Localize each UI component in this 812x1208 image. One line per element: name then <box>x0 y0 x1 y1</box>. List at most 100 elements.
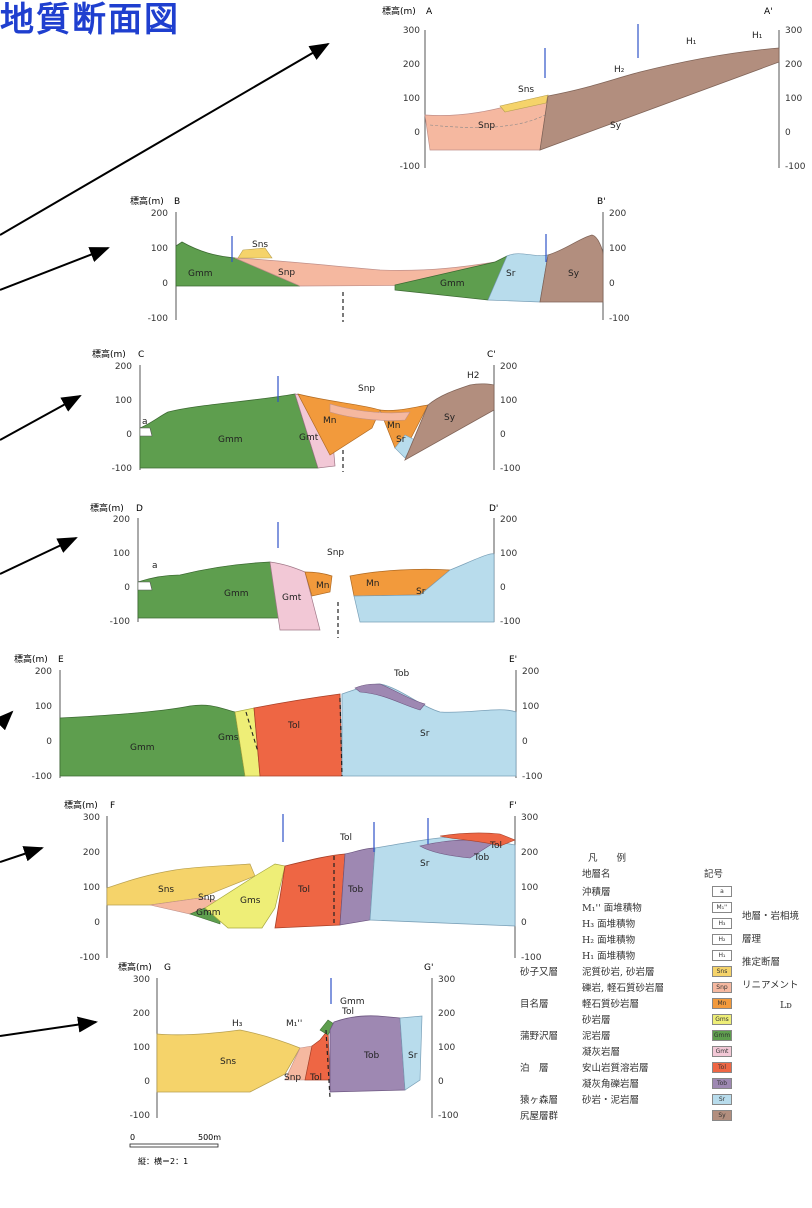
legend-symbol-swatch: Tol <box>712 1062 732 1073</box>
section-e-tick-r: -100 <box>522 772 543 782</box>
legend-row: 礫岩, 軽石質砂岩層 Snp <box>518 980 812 996</box>
unit-label: Snp <box>358 384 375 394</box>
section-f-right-label: F' <box>509 801 517 811</box>
arrow-d <box>0 537 78 575</box>
legend-group: 猿ヶ森層 <box>520 1095 559 1106</box>
section-b-tick-r: -100 <box>609 314 630 324</box>
section-a: 標高(m) A A' 300 200 100 0 -100 300 200 10… <box>382 5 806 172</box>
section-c-tick: 0 <box>126 430 132 440</box>
unit-label: Snp <box>478 121 495 131</box>
section-b-tick-r: 100 <box>609 244 626 254</box>
arrow-a <box>0 42 330 236</box>
section-f-tick: 0 <box>94 918 100 928</box>
unit-label: Sns <box>220 1057 236 1067</box>
section-f-tick-r: 200 <box>521 848 538 858</box>
unit-label: Sns <box>252 240 268 250</box>
legend-symbol-swatch: Sy <box>712 1110 732 1121</box>
section-c: 標高(m) C C' 200 100 0 -100 200 100 0 -100… <box>92 348 521 474</box>
arrow-b <box>0 247 110 291</box>
unit-label: Tol <box>341 1007 354 1017</box>
section-c-tick-r: 0 <box>500 430 506 440</box>
unit-label: Snp <box>327 548 344 558</box>
legend-symbol-swatch: Snp <box>712 982 732 993</box>
section-b-right-label: B' <box>597 197 606 207</box>
legend-symbol-swatch: H₃ <box>712 918 732 929</box>
unit-label: a <box>152 561 158 571</box>
section-d-tick-r: 100 <box>500 549 517 559</box>
legend-unit-name: H₃ 面堆積物 <box>582 919 636 930</box>
location-arrows <box>0 42 330 1037</box>
unit-label: Sr <box>420 729 430 739</box>
section-b-tick: 200 <box>151 209 168 219</box>
legend-title: 凡 例 <box>588 853 627 864</box>
legend-row: H₂ 面堆積物 H₂ <box>518 932 812 948</box>
legend-unit-name: 沖積層 <box>582 887 611 898</box>
scale-ratio: 縦：横＝2：1 <box>138 1156 188 1166</box>
legend-symbol-swatch: a <box>712 886 732 897</box>
legend-row: 目名層 軽石質砂岩層 Mn <box>518 996 812 1012</box>
section-e-left-label: E <box>58 655 64 665</box>
legend-right-item: 推定断層 <box>742 957 781 968</box>
unit-label: Snp <box>278 268 295 278</box>
legend-group: 砂子又層 <box>520 967 559 978</box>
legend-row: 砂岩層 Gms <box>518 1012 812 1028</box>
section-c-tick-r: 100 <box>500 396 517 406</box>
unit-label: Gmm <box>130 743 155 753</box>
section-d: 標高(m) D D' 200 100 0 -100 200 100 0 -100… <box>90 502 521 638</box>
section-g-tick-r: 0 <box>438 1077 444 1087</box>
unit-label: Tol <box>339 833 352 843</box>
section-e-tick: 100 <box>35 702 52 712</box>
section-e: 標高(m) E E' 200 100 0 -100 200 100 0 -100… <box>14 653 543 782</box>
unit-label: Mn <box>316 581 329 591</box>
section-g-tick: 0 <box>144 1077 150 1087</box>
unit-label: H₃ <box>232 1019 243 1029</box>
unit-label: Tob <box>363 1051 379 1061</box>
section-a-left-label: A <box>426 7 433 17</box>
unit-label: Tol <box>489 841 502 851</box>
section-f-tick: 100 <box>83 883 100 893</box>
section-b-tick: 100 <box>151 244 168 254</box>
scale-length: 500m <box>198 1133 221 1142</box>
unit-label: Sr <box>416 587 426 597</box>
unit-label: H₁ <box>686 37 697 47</box>
unit-label: Sns <box>518 85 534 95</box>
legend-symbol-swatch: H₁ <box>712 950 732 961</box>
legend-row: 泊 層 安山岩質溶岩層 Tol <box>518 1060 812 1076</box>
section-d-tick: -100 <box>110 617 131 627</box>
unit-label: Gmm <box>188 269 213 279</box>
section-g-tick: 200 <box>133 1009 150 1019</box>
section-b-ylabel: 標高(m) <box>130 195 164 207</box>
section-a-tick: 300 <box>403 26 420 36</box>
section-f-ylabel: 標高(m) <box>64 799 98 811</box>
section-a-tick-r: -100 <box>785 162 806 172</box>
legend-group: 泊 層 <box>520 1063 549 1074</box>
legend-symbol-swatch: H₂ <box>712 934 732 945</box>
section-e-tick-r: 100 <box>522 702 539 712</box>
section-f-tick-r: 300 <box>521 813 538 823</box>
unit-label: Gmt <box>299 433 319 443</box>
unit-label: Gmm <box>224 589 249 599</box>
section-g-tick-r: 200 <box>438 1009 455 1019</box>
section-b-tick-r: 200 <box>609 209 626 219</box>
unit-label: Sy <box>444 413 456 423</box>
legend-right-item: Lᴅ <box>780 1000 792 1011</box>
legend-row: 尻屋層群 Sy <box>518 1108 812 1124</box>
legend-group: 目名層 <box>520 999 549 1010</box>
legend-unit-name: 泥岩層 <box>582 1031 611 1042</box>
unit-label: Sr <box>396 435 406 445</box>
section-d-right-label: D' <box>489 504 498 514</box>
section-c-left-label: C <box>138 350 144 360</box>
legend-symbol-swatch: Gms <box>712 1014 732 1025</box>
legend-row: 凝灰岩層 Gmt <box>518 1044 812 1060</box>
legend-unit-name: 砂岩・泥岩層 <box>582 1095 640 1106</box>
legend-row: 蒲野沢層 泥岩層 Gmm <box>518 1028 812 1044</box>
section-b-tick-r: 0 <box>609 279 615 289</box>
section-f-tick-r: 0 <box>521 918 527 928</box>
section-g-tick: 300 <box>133 975 150 985</box>
legend-unit-name: 礫岩, 軽石質砂岩層 <box>582 983 665 994</box>
legend-unit-name: 凝灰角礫岩層 <box>582 1079 640 1090</box>
legend: 凡 例 地層名 記号 沖積層 a M₁'' 面堆積物 M₁'' H₃ 面堆積物 H₃ H₂ … <box>518 850 812 1170</box>
unit-label: Tol <box>297 885 310 895</box>
section-g-left-label: G <box>164 963 171 973</box>
unit-label: Gmm <box>218 435 243 445</box>
